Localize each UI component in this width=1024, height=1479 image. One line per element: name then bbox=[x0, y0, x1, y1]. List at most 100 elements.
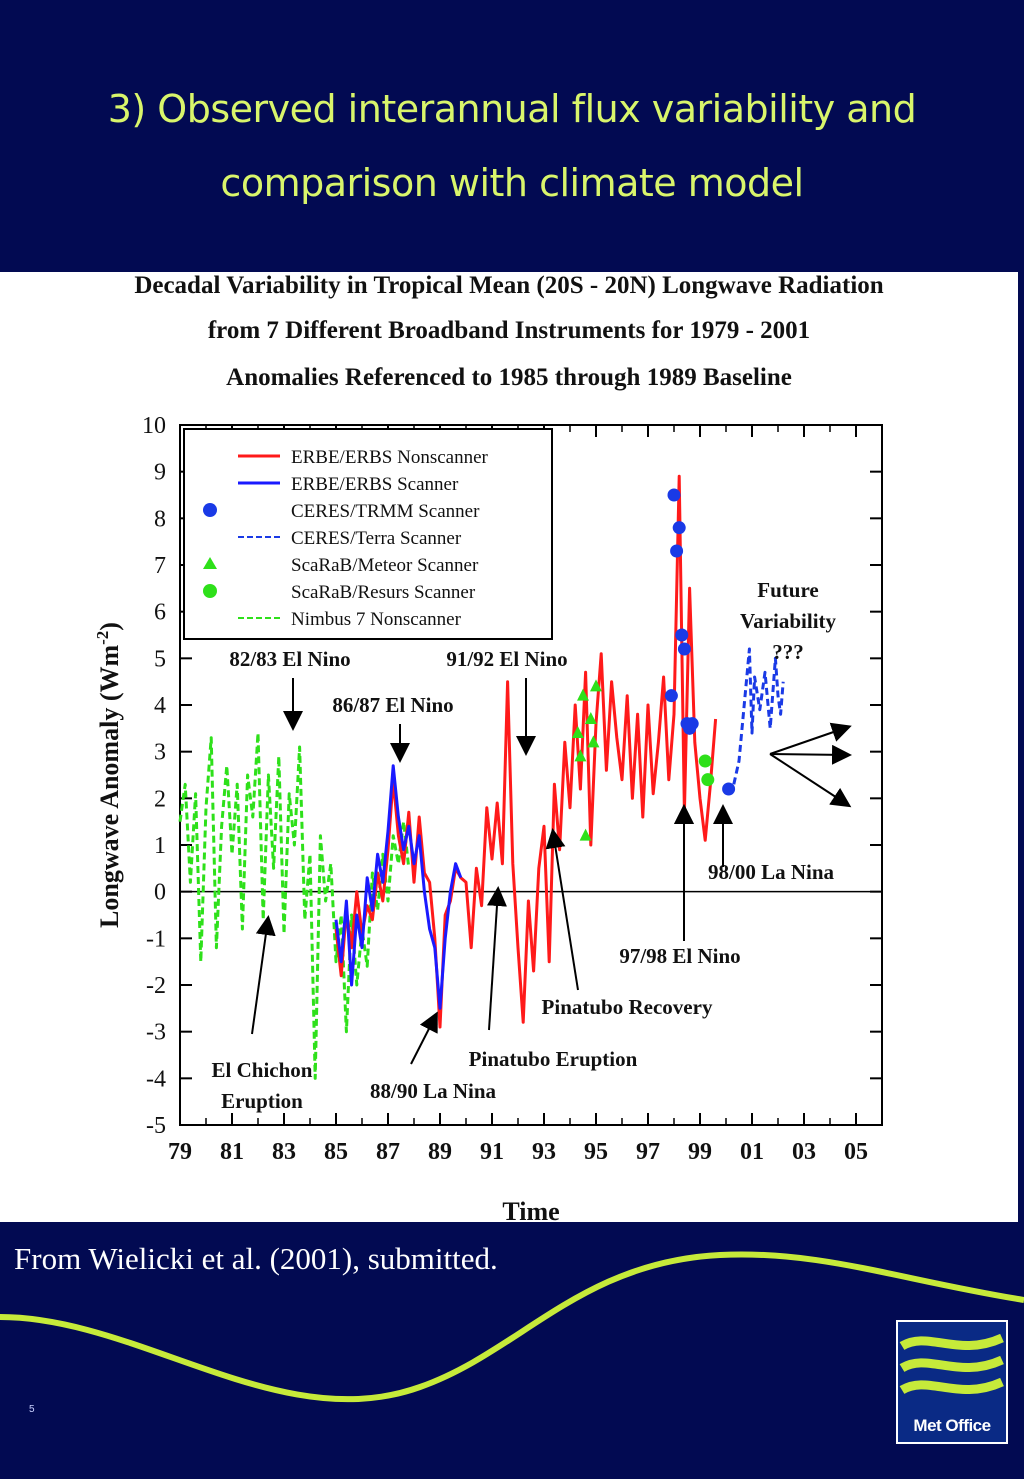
legend-swatch bbox=[203, 503, 217, 517]
annotation-text: 98/00 La Nina bbox=[708, 860, 835, 884]
x-tick-label: 89 bbox=[428, 1139, 452, 1165]
y-tick-label: 7 bbox=[154, 553, 166, 579]
legend-label: ScaRaB/Meteor Scanner bbox=[291, 555, 479, 576]
point-ceres-trmm-scanner bbox=[667, 488, 681, 502]
met-office-waves-icon bbox=[899, 1333, 1004, 1395]
future-arrow bbox=[769, 722, 852, 755]
annotation-text: Future bbox=[757, 578, 818, 602]
series-ceres-terra-scanner bbox=[732, 647, 785, 785]
legend-label: CERES/Terra Scanner bbox=[291, 528, 462, 549]
legend-label: Nimbus 7 Nonscanner bbox=[291, 609, 462, 630]
legend-swatch bbox=[203, 584, 217, 598]
point-scarab-meteor-scanner bbox=[577, 688, 589, 701]
annotation-arrow bbox=[486, 886, 507, 1031]
legend-swatch bbox=[203, 557, 217, 569]
point-ceres-trmm-scanner bbox=[722, 782, 736, 796]
y-tick-label: 10 bbox=[142, 413, 166, 439]
series-erbe-erbs-scanner bbox=[334, 764, 463, 1010]
annotation-text: 88/90 La Nina bbox=[370, 1079, 497, 1103]
point-scarab-resurs-scanner bbox=[701, 773, 715, 787]
point-scarab-meteor-scanner bbox=[571, 726, 584, 738]
point-scarab-meteor-scanner bbox=[587, 735, 600, 748]
met-office-logo: Met Office bbox=[896, 1320, 1008, 1444]
y-tick-label: 1 bbox=[154, 833, 166, 859]
logo-text: Met Office bbox=[913, 1416, 991, 1435]
annotation-text: Pinatubo Eruption bbox=[469, 1047, 638, 1071]
slide-title-line2: comparison with climate model bbox=[220, 161, 804, 205]
x-tick-label: 79 bbox=[168, 1139, 192, 1165]
chart-title-line3: Anomalies Referenced to 1985 through 198… bbox=[226, 364, 792, 391]
annotation-arrow bbox=[545, 828, 579, 991]
x-tick-label: 83 bbox=[272, 1139, 296, 1165]
annotation-text: 91/92 El Nino bbox=[446, 647, 567, 671]
point-ceres-trmm-scanner bbox=[685, 717, 699, 731]
y-tick-label: 0 bbox=[154, 880, 166, 906]
annotation-arrow bbox=[410, 1011, 438, 1065]
annotation-text: 82/83 El Nino bbox=[229, 647, 350, 671]
y-tick-label: 3 bbox=[154, 740, 166, 766]
slide-number: 5 bbox=[29, 1404, 35, 1415]
y-tick-label: -3 bbox=[146, 1020, 166, 1046]
x-tick-label: 03 bbox=[792, 1139, 816, 1165]
annotation-text: ??? bbox=[772, 640, 804, 664]
y-tick-label: 5 bbox=[154, 646, 166, 672]
series-erbe-erbs-nonscanner bbox=[334, 474, 718, 1029]
point-scarab-resurs-scanner bbox=[698, 754, 712, 768]
y-tick-label: -2 bbox=[146, 973, 166, 999]
wave-curve bbox=[0, 1251, 1024, 1403]
point-ceres-trmm-scanner bbox=[672, 521, 686, 535]
x-tick-label: 95 bbox=[584, 1139, 608, 1165]
y-tick-label: -4 bbox=[146, 1066, 166, 1092]
annotation-text: Eruption bbox=[221, 1089, 303, 1113]
legend-label: CERES/TRMM Scanner bbox=[291, 501, 480, 522]
point-scarab-meteor-scanner bbox=[579, 828, 592, 841]
point-ceres-trmm-scanner bbox=[670, 544, 684, 558]
y-tick-label: 4 bbox=[154, 693, 166, 719]
legend-label: ERBE/ERBS Nonscanner bbox=[291, 447, 489, 468]
y-axis-label: Longwave Anomaly (Wm-2) bbox=[93, 622, 124, 928]
x-tick-label: 05 bbox=[844, 1139, 868, 1165]
series-nimbus-7-nonscanner bbox=[178, 731, 411, 1080]
point-scarab-meteor-scanner bbox=[590, 679, 602, 692]
y-tick-label: -5 bbox=[146, 1113, 166, 1139]
chart-title-line2: from 7 Different Broadband Instruments f… bbox=[207, 317, 811, 344]
point-scarab-meteor-scanner bbox=[574, 749, 587, 762]
point-scarab-meteor-scanner bbox=[584, 712, 597, 724]
y-tick-label: 2 bbox=[154, 786, 166, 812]
decorative-wave bbox=[0, 1251, 1024, 1403]
figure-caption: From Wielicki et al. (2001), submitted. bbox=[14, 1241, 498, 1276]
x-tick-label: 93 bbox=[532, 1139, 556, 1165]
x-tick-label: 81 bbox=[220, 1139, 244, 1165]
annotation-arrow bbox=[251, 915, 276, 1035]
y-tick-label: -1 bbox=[146, 926, 166, 952]
y-tick-label: 6 bbox=[154, 600, 166, 626]
point-ceres-trmm-scanner bbox=[677, 642, 691, 656]
point-ceres-trmm-scanner bbox=[675, 628, 689, 642]
x-tick-label: 87 bbox=[376, 1139, 400, 1165]
plot-frame bbox=[179, 424, 883, 1126]
x-tick-label: 99 bbox=[688, 1139, 712, 1165]
y-tick-label: 9 bbox=[154, 460, 166, 486]
chart-panel: Decadal Variability in Tropical Mean (20… bbox=[0, 272, 1018, 1222]
legend-label: ScaRaB/Resurs Scanner bbox=[291, 582, 476, 603]
future-arrow bbox=[769, 744, 852, 765]
point-ceres-trmm-scanner bbox=[664, 689, 678, 703]
x-tick-label: 91 bbox=[480, 1139, 504, 1165]
chart-title-line1: Decadal Variability in Tropical Mean (20… bbox=[134, 272, 884, 299]
future-arrow bbox=[769, 753, 852, 808]
annotation-text: Pinatubo Recovery bbox=[542, 995, 713, 1019]
annotation-text: El Chichon bbox=[212, 1058, 313, 1082]
annotation-text: 86/87 El Nino bbox=[332, 693, 453, 717]
x-tick-label: 01 bbox=[740, 1139, 764, 1165]
legend-box bbox=[183, 428, 553, 640]
x-tick-label: 97 bbox=[636, 1139, 660, 1165]
legend-label: ERBE/ERBS Scanner bbox=[291, 474, 459, 495]
x-axis-label: Time bbox=[502, 1197, 559, 1222]
y-tick-label: 8 bbox=[154, 506, 166, 532]
annotation-text: 97/98 El Nino bbox=[619, 944, 740, 968]
slide-title-line1: 3) Observed interannual flux variability… bbox=[107, 87, 917, 131]
x-tick-label: 85 bbox=[324, 1139, 348, 1165]
annotation-text: Variability bbox=[740, 609, 837, 633]
slide-title: 3) Observed interannual flux variability… bbox=[0, 72, 1024, 220]
